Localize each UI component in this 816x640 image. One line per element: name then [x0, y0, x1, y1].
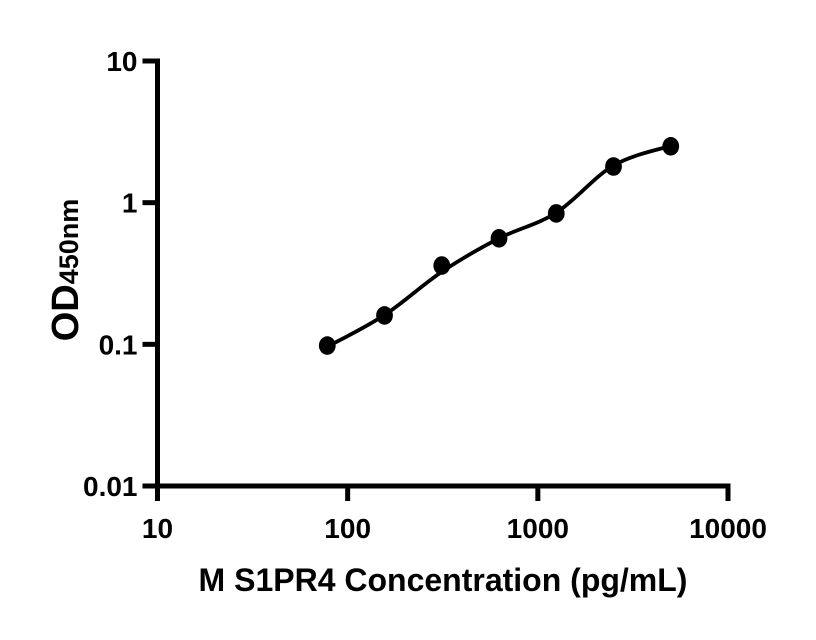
- data-point: [318, 336, 336, 355]
- y-tick-label: 10: [106, 46, 137, 77]
- y-axis-title-main: OD: [44, 284, 87, 342]
- y-tick-label: 0.1: [99, 329, 138, 360]
- data-point: [662, 136, 680, 156]
- x-tick-label: 10000: [689, 513, 767, 544]
- data-point: [433, 256, 451, 275]
- data-point: [376, 306, 393, 325]
- y-tick-label: 0.01: [83, 471, 138, 502]
- x-tick-label: 1000: [507, 513, 569, 544]
- data-point: [547, 204, 565, 223]
- x-axis-title: M S1PR4 Concentration (pg/mL): [198, 562, 688, 598]
- y-axis-title: OD 450nm: [44, 120, 88, 420]
- data-point: [605, 157, 622, 176]
- y-tick-label: 1: [122, 188, 138, 219]
- x-tick-label: 100: [324, 513, 371, 544]
- data-point: [490, 229, 508, 248]
- y-axis-title-subscript: 450nm: [53, 198, 84, 285]
- x-tick-label: 10: [142, 513, 173, 544]
